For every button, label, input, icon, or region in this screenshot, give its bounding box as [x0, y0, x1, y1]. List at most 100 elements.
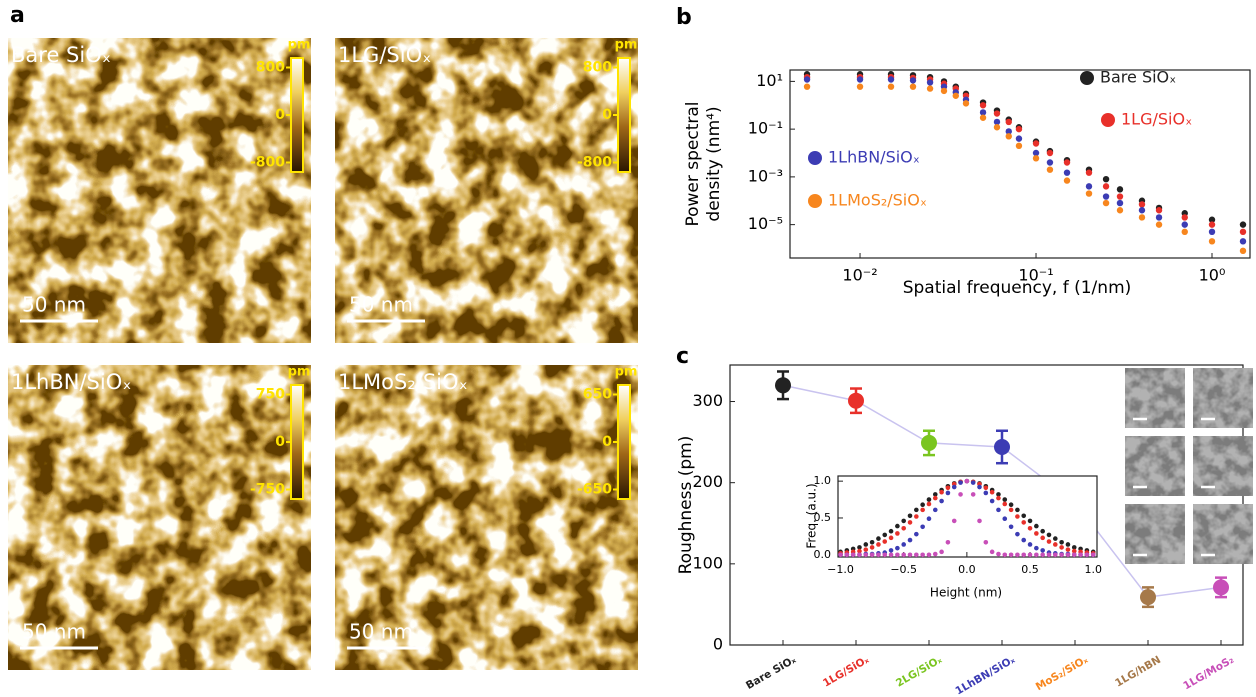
- data-point: [1021, 552, 1026, 557]
- data-point: [845, 552, 850, 557]
- x-tick-label: 1.0: [1084, 563, 1102, 576]
- data-point: [851, 552, 856, 557]
- data-point: [1117, 200, 1123, 206]
- y-tick-label: 300: [692, 391, 723, 410]
- data-point: [908, 538, 913, 543]
- data-point: [1047, 539, 1052, 544]
- scale-bar-label: 50 nm: [22, 293, 86, 317]
- data-point: [910, 77, 916, 83]
- data-point: [1117, 186, 1123, 192]
- data-point: [946, 491, 951, 496]
- data-point: [857, 83, 863, 89]
- y-axis-label: Power spectral: [683, 101, 703, 226]
- data-point: [1209, 229, 1215, 235]
- data-point: [1140, 589, 1156, 605]
- colorbar-tick-label: 0: [275, 434, 285, 450]
- colorbar-tick-label: 650: [583, 387, 612, 403]
- colorbar-tick-label: 0: [275, 107, 285, 123]
- x-tick-label: 1LhBN/SiOₓ: [953, 653, 1017, 697]
- data-point: [953, 93, 959, 99]
- data-point: [1139, 201, 1145, 207]
- legend-label: 1LMoS₂/SiOₓ: [828, 191, 927, 210]
- y-tick-label: 0: [713, 635, 723, 654]
- data-point: [888, 76, 894, 82]
- data-point: [1078, 552, 1083, 557]
- colorbar-tick-label: 750: [256, 387, 285, 403]
- data-point: [1028, 519, 1033, 524]
- colorbar-tick-label: -750: [250, 482, 285, 498]
- data-point: [994, 439, 1010, 455]
- data-point: [914, 514, 919, 519]
- data-point: [1040, 529, 1045, 534]
- data-point: [952, 519, 957, 524]
- data-point: [933, 496, 938, 501]
- data-point: [863, 547, 868, 552]
- data-point: [1064, 177, 1070, 183]
- data-point: [939, 490, 944, 495]
- y-axis-label: Freq. (a.u.): [805, 483, 819, 548]
- data-point: [1047, 159, 1053, 165]
- data-point: [895, 524, 900, 529]
- image-title: 1LMoS₂/SiOₓ: [338, 370, 468, 394]
- data-point: [1002, 497, 1007, 502]
- colorbar-tick-label: -800: [577, 155, 612, 171]
- data-point: [1033, 140, 1039, 146]
- data-point: [889, 552, 894, 557]
- data-point: [870, 540, 875, 545]
- data-point: [876, 542, 881, 547]
- data-point: [927, 79, 933, 85]
- data-point: [1002, 516, 1007, 521]
- data-point: [1064, 159, 1070, 165]
- data-point: [921, 435, 937, 451]
- data-point: [895, 546, 900, 551]
- data-point: [1156, 214, 1162, 220]
- data-point: [1021, 513, 1026, 518]
- data-point: [914, 552, 919, 557]
- data-point: [1182, 221, 1188, 227]
- data-point: [889, 548, 894, 553]
- data-point: [1016, 126, 1022, 132]
- data-point: [914, 532, 919, 537]
- y-tick-label: 200: [692, 472, 723, 491]
- x-tick-label: 10⁰: [1199, 266, 1226, 285]
- data-point: [952, 485, 957, 490]
- colorbar: [618, 385, 630, 499]
- data-point: [1021, 520, 1026, 525]
- data-point: [994, 110, 1000, 116]
- data-point: [946, 540, 951, 545]
- data-point: [1033, 155, 1039, 161]
- data-point: [1016, 135, 1022, 141]
- data-point: [1103, 183, 1109, 189]
- data-point: [1086, 190, 1092, 196]
- x-tick-label: 1LG/SiOₓ: [821, 653, 872, 689]
- data-point: [963, 100, 969, 106]
- legend-label: Bare SiOₓ: [1100, 68, 1176, 87]
- data-point: [901, 542, 906, 547]
- data-point: [933, 552, 938, 557]
- y-axis-label: density (nm⁴): [704, 106, 724, 221]
- data-point: [1139, 214, 1145, 220]
- data-point: [1009, 508, 1014, 513]
- y-tick-label: 10⁻¹: [748, 119, 783, 138]
- data-point: [996, 496, 1001, 501]
- data-point: [994, 124, 1000, 130]
- data-point: [927, 502, 932, 507]
- data-point: [1066, 547, 1071, 552]
- data-point: [1209, 221, 1215, 227]
- data-point: [882, 533, 887, 538]
- data-point: [882, 552, 887, 557]
- image-title: Bare SiOₓ: [11, 43, 111, 67]
- image-title: 1LG/SiOₓ: [338, 43, 431, 67]
- data-point: [848, 393, 864, 409]
- panel-label: a: [10, 3, 25, 28]
- data-point: [1015, 514, 1020, 519]
- data-point: [996, 508, 1001, 513]
- x-tick-label: −1.0: [827, 563, 854, 576]
- data-point: [958, 492, 963, 497]
- data-point: [1213, 579, 1229, 595]
- data-point: [888, 83, 894, 89]
- data-point: [775, 377, 791, 393]
- x-axis-label: Height (nm): [930, 586, 1002, 600]
- data-point: [1015, 532, 1020, 537]
- data-point: [990, 550, 995, 555]
